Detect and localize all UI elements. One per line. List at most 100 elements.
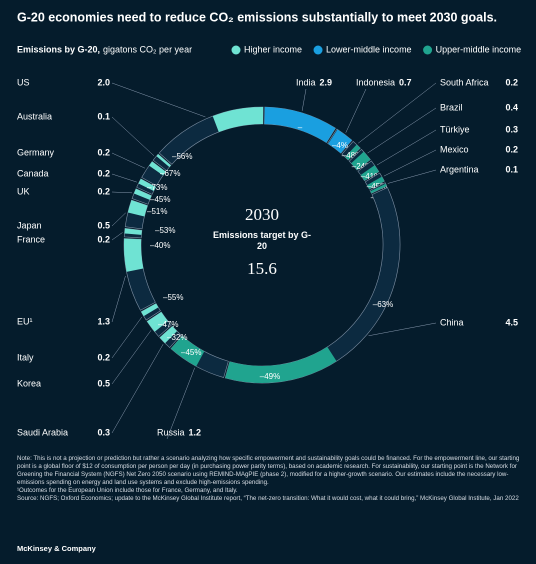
change-label: –45% bbox=[150, 195, 170, 204]
subtitle: gigatons CO₂ per year bbox=[103, 44, 192, 54]
value-label: 0.3 bbox=[97, 427, 110, 437]
note: Note: This is not a projection or predic… bbox=[17, 455, 520, 486]
change-label: –32% bbox=[167, 333, 187, 342]
legend-swatch bbox=[313, 45, 323, 55]
leader-line bbox=[111, 152, 146, 169]
change-label: –48% bbox=[342, 151, 362, 160]
country-label: EU¹ bbox=[17, 316, 33, 326]
change-label: –47% bbox=[158, 320, 178, 329]
segment-target bbox=[344, 144, 361, 161]
change-label: –56% bbox=[172, 152, 192, 161]
leader-line bbox=[111, 116, 155, 157]
change-label: –49% bbox=[260, 372, 280, 381]
change-label: –24% bbox=[352, 162, 372, 171]
country-label: US bbox=[17, 77, 30, 87]
segment-target bbox=[370, 183, 387, 194]
value-label: 0.5 bbox=[97, 378, 110, 388]
segment-target bbox=[138, 178, 156, 192]
value-label: 1.2 bbox=[189, 427, 202, 437]
segment-target bbox=[360, 165, 379, 181]
change-label: – bbox=[298, 123, 303, 132]
country-label: Saudi Arabia bbox=[17, 427, 68, 437]
value-label: 1.3 bbox=[97, 316, 110, 326]
segment-target bbox=[351, 151, 371, 171]
change-label: –67% bbox=[160, 169, 180, 178]
country-label: India bbox=[296, 77, 316, 87]
leader-line bbox=[383, 149, 437, 177]
country-label: Italy bbox=[17, 352, 34, 362]
notes: Note: This is not a projection or predic… bbox=[17, 455, 522, 503]
legend-label: Higher income bbox=[244, 44, 302, 54]
value-label: 0.5 bbox=[97, 220, 110, 230]
leader-line bbox=[111, 344, 164, 434]
value-label: 0.1 bbox=[97, 111, 110, 121]
country-label: China bbox=[440, 317, 464, 327]
leader-line bbox=[301, 88, 307, 111]
value-label: 0.2 bbox=[97, 186, 110, 196]
change-label: –41% bbox=[361, 172, 381, 181]
center-total: 15.6 bbox=[247, 259, 277, 278]
country-label: France bbox=[17, 234, 45, 244]
leader-line bbox=[111, 316, 143, 359]
leader-line bbox=[111, 173, 137, 183]
change-label: –4% bbox=[332, 141, 348, 150]
leader-line bbox=[111, 330, 152, 385]
chart: G-20 economies need to reduce CO₂ emissi… bbox=[17, 10, 522, 440]
segment-target bbox=[156, 154, 171, 168]
center-label-box: Emissions target by G-20 bbox=[212, 230, 312, 251]
leader-line bbox=[367, 107, 437, 154]
segment-outline bbox=[152, 153, 172, 172]
segment-target bbox=[225, 346, 337, 383]
value-label: 0.4 bbox=[505, 102, 518, 112]
leader-line bbox=[368, 322, 437, 337]
leader-line bbox=[111, 212, 126, 227]
footnote: ¹Outcomes for the European Union include… bbox=[17, 487, 238, 494]
segment-target bbox=[141, 303, 159, 317]
leader-line bbox=[166, 367, 195, 440]
country-label: Mexico bbox=[440, 144, 469, 154]
change-label: –51% bbox=[147, 207, 167, 216]
value-label: 2.9 bbox=[320, 77, 333, 87]
country-label: Korea bbox=[17, 378, 41, 388]
segment-target bbox=[133, 188, 152, 200]
legend-swatch bbox=[423, 45, 433, 55]
leader-line bbox=[358, 82, 437, 144]
segment-target bbox=[328, 129, 352, 154]
segment-target bbox=[159, 326, 178, 344]
country-label: Germany bbox=[17, 147, 55, 157]
leader-line bbox=[111, 232, 123, 241]
footer: McKinsey & Company bbox=[17, 544, 96, 553]
value-label: 0.2 bbox=[505, 77, 518, 87]
value-label: 0.2 bbox=[97, 168, 110, 178]
leader-line bbox=[111, 275, 126, 323]
change-label: –45% bbox=[181, 348, 201, 357]
leader-line bbox=[387, 169, 437, 184]
legend-label: Upper-middle income bbox=[436, 44, 522, 54]
segment-target bbox=[212, 107, 264, 132]
country-label: Indonesia bbox=[356, 77, 395, 87]
country-label: Brazil bbox=[440, 102, 463, 112]
center-label: Emissions target by G-20 bbox=[212, 230, 312, 251]
chart-title: G-20 economies need to reduce CO₂ emissi… bbox=[17, 10, 497, 24]
subtitle-bold: Emissions by G-20, bbox=[17, 44, 100, 54]
country-label: South Africa bbox=[440, 77, 489, 87]
change-label: –63% bbox=[373, 300, 393, 309]
leader-line bbox=[111, 191, 133, 194]
value-label: 0.2 bbox=[97, 234, 110, 244]
value-label: 0.2 bbox=[505, 144, 518, 154]
leader-line bbox=[345, 88, 367, 133]
change-label: –73% bbox=[147, 183, 167, 192]
change-label: –40% bbox=[150, 241, 170, 250]
segment-target bbox=[170, 335, 205, 367]
country-label: Russia bbox=[157, 427, 185, 437]
value-label: 0.3 bbox=[505, 124, 518, 134]
segment-target bbox=[367, 176, 385, 190]
country-label: Australia bbox=[17, 111, 52, 121]
segment-target bbox=[124, 228, 142, 235]
segment-target bbox=[124, 238, 144, 272]
value-label: 4.5 bbox=[505, 317, 518, 327]
source: Source: NGFS; Oxford Economics; update t… bbox=[17, 495, 519, 502]
change-label: –55% bbox=[163, 293, 183, 302]
segment-target bbox=[147, 312, 168, 332]
